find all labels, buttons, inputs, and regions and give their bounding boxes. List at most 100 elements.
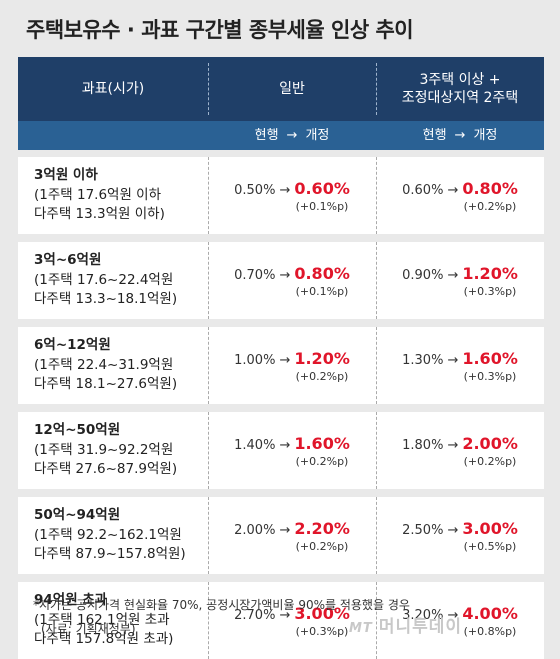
rate-revised: 1.60% [294, 434, 350, 453]
bracket-single-home: (1주택 17.6~22.4억원 [34, 271, 174, 288]
logo: MT 머니투데이 [349, 612, 462, 637]
page-title: 주택보유수 · 과표 구간별 종부세율 인상 추이 [26, 18, 414, 42]
rate-current: 0.60% [402, 183, 444, 198]
tax-rate-table: 과표(시가) 일반 3주택 이상 + 조정대상지역 2주택 현행 → 개정 현행… [18, 57, 544, 659]
rate-revised: 2.20% [294, 519, 350, 538]
header-general: 일반 [279, 81, 305, 97]
general-rate-cell: 2.70% → 3.00% (+0.3%p) [208, 582, 376, 659]
table-row: 3억원 이하 (1주택 17.6억원 이하 다주택 13.3억원 이하) 0.5… [18, 157, 544, 234]
rate-current: 0.70% [234, 268, 276, 283]
bracket-single-home: (1주택 22.4~31.9억원 [34, 356, 174, 373]
rate-current: 2.70% [234, 608, 276, 623]
sub-current: 현행 [422, 127, 447, 143]
general-rate-cell: 2.00% → 2.20% (+0.2%p) [208, 497, 376, 574]
rate-change: (+0.5%p) [463, 540, 517, 553]
rate-change: (+0.2%p) [295, 540, 349, 553]
bracket-multi-home: 다주택 87.9~157.8억원) [34, 546, 186, 562]
rate-change: (+0.2%p) [295, 455, 349, 468]
multi-rate-cell: 3.20% → 4.00% (+0.8%p) [376, 582, 544, 659]
arrow: → [279, 438, 291, 453]
table-subheader: 현행 → 개정 현행 → 개정 [18, 121, 544, 150]
bracket-name: 50억~94억원 [34, 507, 121, 523]
sub-revised: 개정 [473, 127, 498, 143]
rate-current: 1.30% [402, 353, 444, 368]
rate-change: (+0.1%p) [295, 200, 349, 213]
bracket-multi-home: 다주택 157.8억원 초과) [34, 631, 174, 647]
tax-bracket-label: 6억~12억원 (1주택 22.4~31.9억원 다주택 18.1~27.6억원… [34, 336, 177, 395]
table-row: 94억원 초과 (1주택 162.1억원 초과 다주택 157.8억원 초과) … [18, 582, 544, 659]
multi-rate-cell: 0.60% → 0.80% (+0.2%p) [376, 157, 544, 234]
arrow: → [447, 523, 459, 538]
arrow: → [447, 183, 459, 198]
tax-bracket-label: 12억~50억원 (1주택 31.9~92.2억원 다주택 27.6~87.9억… [34, 421, 177, 480]
rate-revised: 1.20% [294, 349, 350, 368]
rate-current: 1.80% [402, 438, 444, 453]
header-multi-home: 3주택 이상 + 조정대상지역 2주택 [376, 57, 544, 121]
rate-revised: 1.60% [462, 349, 518, 368]
rate-change: (+0.3%p) [463, 370, 517, 383]
multi-rate-cell: 1.30% → 1.60% (+0.3%p) [376, 327, 544, 404]
tax-bracket-label: 3억~6억원 (1주택 17.6~22.4억원 다주택 13.3~18.1억원) [34, 251, 177, 310]
rate-change: (+0.2%p) [463, 200, 517, 213]
tax-bracket-label: 50억~94억원 (1주택 92.2~162.1억원 다주택 87.9~157.… [34, 506, 186, 565]
sub-arrow: → [286, 127, 298, 143]
bracket-multi-home: 다주택 18.1~27.6억원) [34, 376, 178, 392]
bracket-name: 3억~6억원 [34, 252, 102, 268]
arrow: → [279, 523, 291, 538]
header-multi-home-line2: 조정대상지역 2주택 [401, 90, 519, 106]
rate-current: 3.20% [402, 608, 444, 623]
bracket-single-home: (1주택 162.1억원 초과 [34, 611, 170, 628]
rate-change: (+0.3%p) [463, 285, 517, 298]
table-row: 6억~12억원 (1주택 22.4~31.9억원 다주택 18.1~27.6억원… [18, 327, 544, 404]
footnote: *시가는 공시가격 현실화율 70%, 공정시장가액비율 90%를 적용했을 경… [33, 598, 410, 612]
arrow: → [447, 353, 459, 368]
arrow: → [447, 268, 459, 283]
bracket-name: 6억~12억원 [34, 337, 111, 353]
rate-revised: 0.80% [294, 264, 350, 283]
general-rate-cell: 0.70% → 0.80% (+0.1%p) [208, 242, 376, 319]
arrow: → [447, 438, 459, 453]
table-row: 50억~94억원 (1주택 92.2~162.1억원 다주택 87.9~157.… [18, 497, 544, 574]
rate-revised: 0.60% [294, 179, 350, 198]
general-rate-cell: 1.40% → 1.60% (+0.2%p) [208, 412, 376, 489]
sub-current: 현행 [254, 127, 279, 143]
rate-revised: 1.20% [462, 264, 518, 283]
rate-current: 0.50% [234, 183, 276, 198]
general-rate-cell: 0.50% → 0.60% (+0.1%p) [208, 157, 376, 234]
rate-revised: 2.00% [462, 434, 518, 453]
source-note: (자료: 기획재정부) [41, 622, 136, 636]
rate-revised: 0.80% [462, 179, 518, 198]
multi-rate-cell: 1.80% → 2.00% (+0.2%p) [376, 412, 544, 489]
rate-change: (+0.2%p) [295, 370, 349, 383]
rate-current: 0.90% [402, 268, 444, 283]
rate-revised: 3.00% [294, 604, 350, 623]
bracket-name: 3억원 이하 [34, 167, 98, 183]
bracket-single-home: (1주택 17.6억원 이하 [34, 186, 162, 203]
bracket-multi-home: 다주택 13.3억원 이하) [34, 206, 165, 222]
general-rate-cell: 1.00% → 1.20% (+0.2%p) [208, 327, 376, 404]
table-row: 12억~50억원 (1주택 31.9~92.2억원 다주택 27.6~87.9억… [18, 412, 544, 489]
table-row: 3억~6억원 (1주택 17.6~22.4억원 다주택 13.3~18.1억원)… [18, 242, 544, 319]
subheader-general: 현행 → 개정 [208, 121, 376, 150]
multi-rate-cell: 0.90% → 1.20% (+0.3%p) [376, 242, 544, 319]
bracket-multi-home: 다주택 27.6~87.9억원) [34, 461, 178, 477]
sub-arrow: → [454, 127, 466, 143]
rate-revised: 4.00% [462, 604, 518, 623]
table-body: 3억원 이하 (1주택 17.6억원 이하 다주택 13.3억원 이하) 0.5… [18, 157, 544, 659]
rate-change: (+0.1%p) [295, 285, 349, 298]
header-tax-base: 과표(시가) [81, 81, 145, 97]
sub-revised: 개정 [305, 127, 330, 143]
rate-current: 1.40% [234, 438, 276, 453]
rate-change: (+0.2%p) [463, 455, 517, 468]
arrow: → [279, 608, 291, 623]
arrow: → [447, 608, 459, 623]
table-header: 과표(시가) 일반 3주택 이상 + 조정대상지역 2주택 [18, 57, 544, 121]
tax-bracket-label: 94억원 초과 (1주택 162.1억원 초과 다주택 157.8억원 초과) [34, 591, 173, 650]
multi-rate-cell: 2.50% → 3.00% (+0.5%p) [376, 497, 544, 574]
arrow: → [279, 268, 291, 283]
logo-name: 머니투데이 [378, 617, 463, 637]
subheader-multi: 현행 → 개정 [376, 121, 544, 150]
rate-current: 2.50% [402, 523, 444, 538]
rate-change: (+0.8%p) [463, 625, 517, 638]
bracket-single-home: (1주택 31.9~92.2억원 [34, 441, 174, 458]
